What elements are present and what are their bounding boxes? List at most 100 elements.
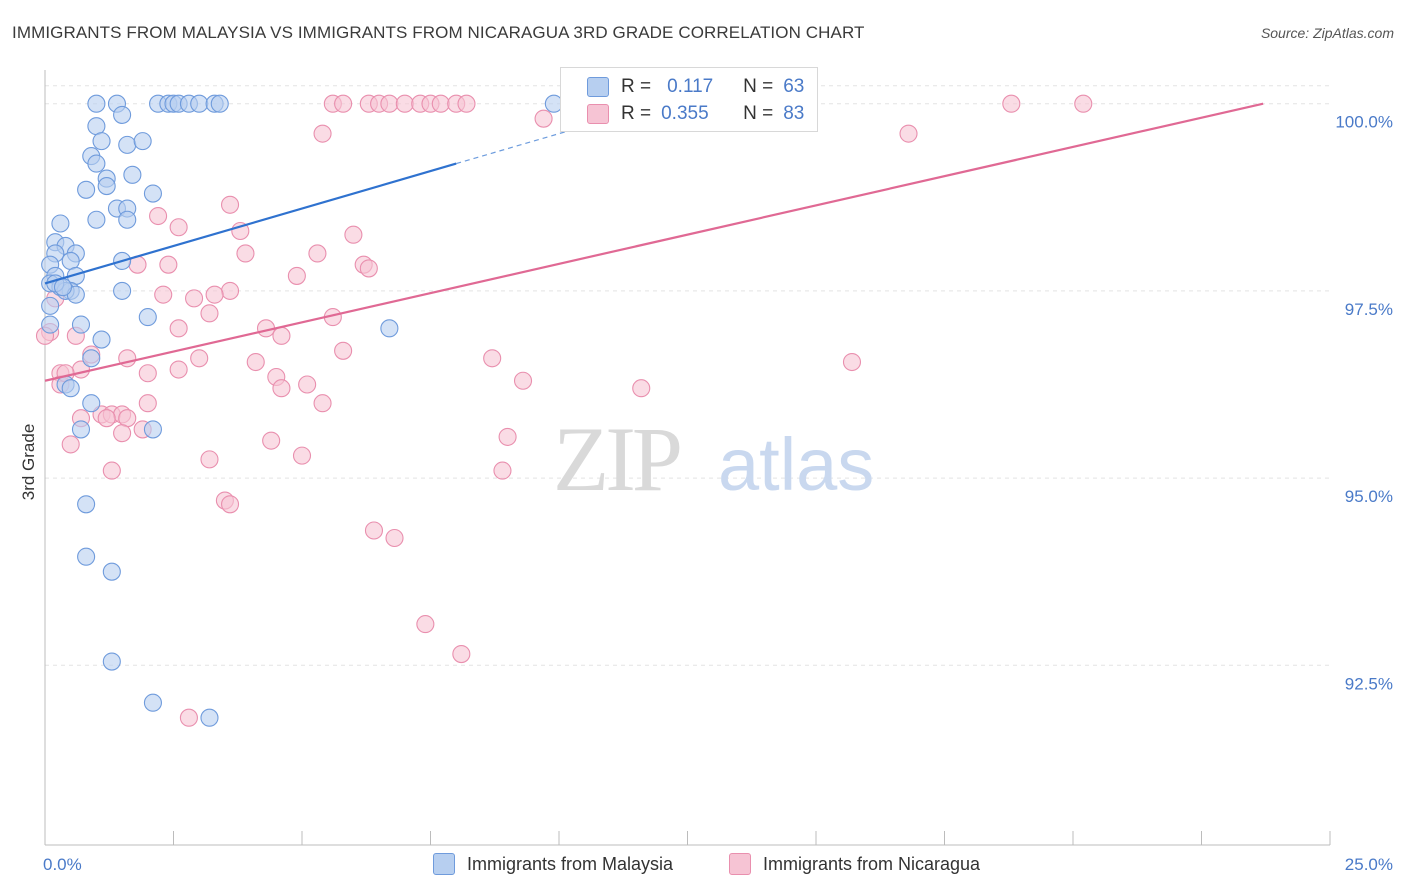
malaysia-point	[82, 394, 101, 413]
malaysia-point	[102, 562, 121, 581]
axes	[44, 70, 1331, 846]
nicaragua-point	[359, 259, 378, 278]
nicaragua-point	[169, 319, 188, 338]
nicaragua-point	[102, 461, 121, 480]
nicaragua-point	[395, 94, 414, 113]
nicaragua-point	[113, 424, 132, 443]
nicaragua-point	[334, 94, 353, 113]
malaysia-point	[61, 379, 80, 398]
nicaragua-point	[416, 615, 435, 634]
legend-n-value: 83	[783, 103, 805, 124]
nicaragua-point	[149, 206, 168, 226]
malaysia-point	[87, 154, 106, 173]
nicaragua-point	[632, 379, 651, 398]
nicaragua-points	[35, 94, 1093, 727]
nicaragua-point	[313, 124, 332, 143]
bottom-legend-swatch-nicaragua	[729, 853, 751, 875]
nicaragua-point	[364, 521, 384, 540]
malaysia-point	[143, 693, 162, 712]
nicaragua-point	[272, 379, 291, 398]
malaysia-point	[87, 210, 106, 229]
malaysia-point	[102, 652, 121, 671]
nicaragua-point	[185, 289, 204, 308]
legend-r-value: 0.355	[661, 103, 709, 124]
legend-swatch-nicaragua	[587, 104, 609, 124]
nicaragua-point	[236, 244, 255, 263]
nicaragua-point	[190, 349, 209, 368]
nicaragua-point	[292, 446, 312, 465]
nicaragua-point	[380, 94, 399, 113]
malaysia-point	[87, 94, 106, 113]
nicaragua-point	[385, 528, 404, 548]
nicaragua-point	[169, 360, 188, 379]
malaysia-point	[51, 214, 70, 233]
nicaragua-point	[298, 375, 317, 394]
nicaragua-point	[220, 495, 240, 514]
nicaragua-point	[483, 349, 502, 368]
chart-source: Source: ZipAtlas.com	[1260, 25, 1394, 41]
nicaragua-point	[287, 266, 306, 285]
malaysia-trend-extension	[456, 125, 585, 165]
malaysia-point	[92, 330, 111, 349]
nicaragua-point	[262, 431, 281, 450]
nicaragua-point	[452, 645, 471, 664]
nicaragua-point	[899, 124, 918, 143]
malaysia-point	[190, 94, 209, 113]
malaysia-point	[138, 308, 157, 327]
x-tick-label: 0.0%	[43, 855, 82, 874]
bottom-legend-label-malaysia: Immigrants from Malaysia	[467, 853, 674, 874]
legend-n-label: N =	[743, 76, 774, 97]
nicaragua-point	[118, 409, 137, 428]
nicaragua-point	[344, 225, 363, 244]
malaysia-point	[143, 420, 162, 439]
nicaragua-point	[1002, 94, 1021, 113]
nicaragua-point	[205, 285, 224, 304]
nicaragua-point	[498, 427, 517, 446]
y-tick-label: 97.5%	[1345, 300, 1393, 319]
nicaragua-point	[159, 255, 178, 274]
bottom-legend-label-nicaragua: Immigrants from Nicaragua	[763, 853, 981, 874]
legend: R = 0.117 N = 63 R = 0.355 N = 83	[560, 67, 818, 132]
y-tick-labels: 100.0% 97.5% 95.0% 92.5%	[1335, 113, 1393, 694]
nicaragua-point	[179, 708, 198, 727]
nicaragua-point	[493, 461, 512, 480]
trend-lines	[44, 102, 1264, 382]
malaysia-point	[123, 165, 142, 184]
nicaragua-point	[313, 394, 332, 413]
nicaragua-trend-line	[44, 102, 1264, 382]
nicaragua-point	[308, 244, 327, 263]
malaysia-point	[41, 296, 60, 315]
nicaragua-point	[61, 435, 80, 454]
nicaragua-point	[169, 218, 188, 237]
legend-row-malaysia: R = 0.117 N = 63	[587, 73, 804, 101]
bottom-legend-swatch-malaysia	[433, 853, 455, 875]
malaysia-point	[61, 251, 80, 270]
malaysia-point	[133, 132, 152, 151]
nicaragua-point	[513, 371, 533, 390]
malaysia-point	[71, 420, 91, 439]
malaysia-point	[53, 278, 73, 297]
nicaragua-point	[334, 341, 353, 360]
malaysia-point	[97, 177, 116, 196]
malaysia-point	[71, 315, 91, 334]
malaysia-points	[41, 94, 563, 727]
malaysia-point	[82, 349, 101, 368]
nicaragua-point	[1074, 94, 1093, 113]
y-tick-label: 92.5%	[1345, 674, 1393, 693]
nicaragua-point	[534, 109, 553, 128]
malaysia-point	[77, 180, 96, 199]
legend-r-label: R =	[621, 103, 652, 124]
legend-swatch-malaysia	[587, 77, 609, 97]
nicaragua-point	[138, 364, 157, 383]
legend-r-label: R =	[621, 76, 652, 97]
bottom-legend-nicaragua: Immigrants from Nicaragua	[729, 852, 980, 876]
legend-row-nicaragua: R = 0.355 N = 83	[587, 100, 804, 128]
malaysia-point	[113, 105, 132, 124]
bottom-legend-malaysia: Immigrants from Malaysia	[433, 852, 673, 876]
malaysia-point	[87, 117, 106, 136]
nicaragua-point	[272, 326, 291, 345]
y-tick-label: 95.0%	[1345, 487, 1393, 506]
nicaragua-point	[457, 94, 476, 113]
chart-title: IMMIGRANTS FROM MALAYSIA VS IMMIGRANTS F…	[12, 23, 865, 42]
